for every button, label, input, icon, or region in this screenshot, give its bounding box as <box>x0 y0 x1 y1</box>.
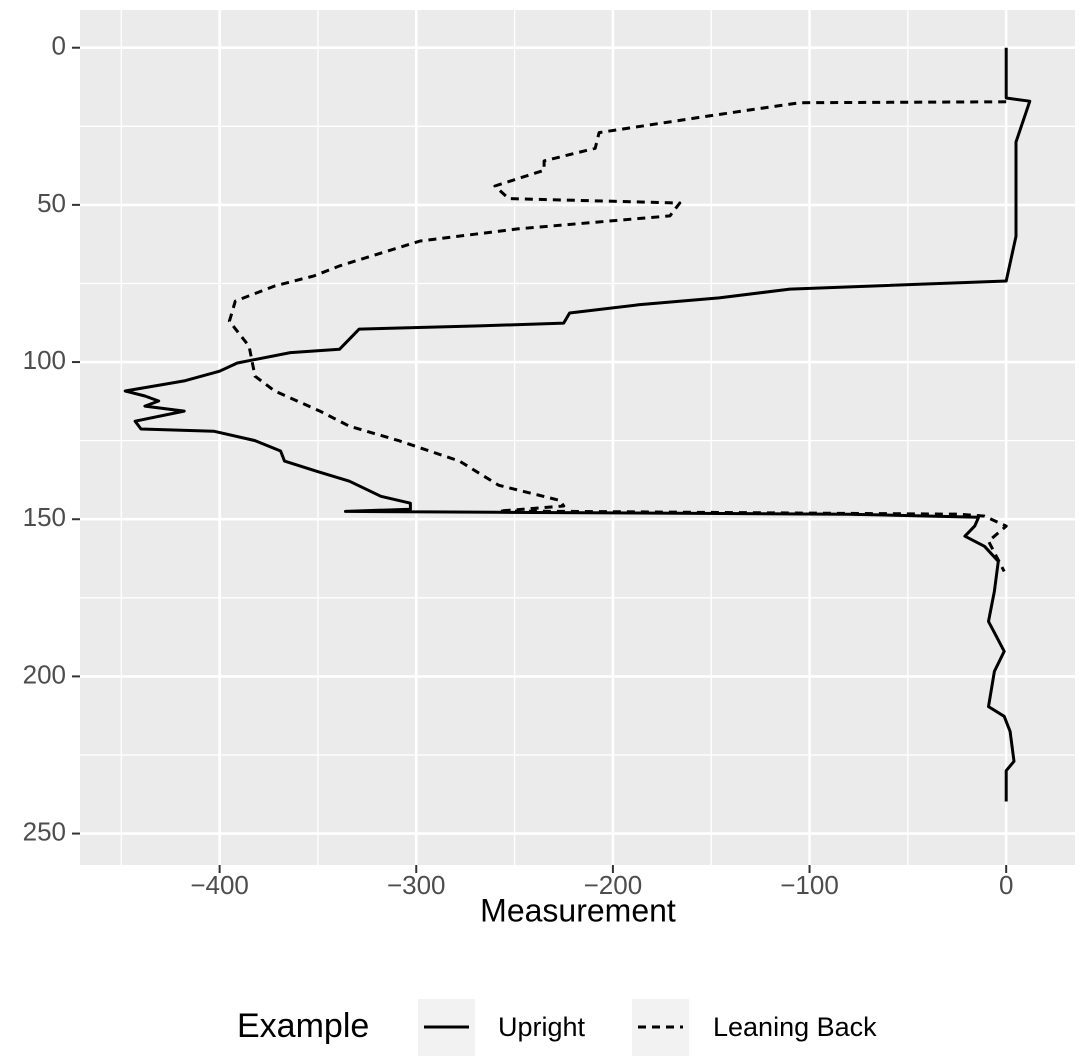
x-tick-label: −100 <box>780 870 839 900</box>
panel <box>80 10 1075 865</box>
y-tick-label: 50 <box>37 188 66 218</box>
x-tick-label: 0 <box>999 870 1013 900</box>
x-tick-label: −400 <box>190 870 249 900</box>
x-tick-label: −300 <box>387 870 446 900</box>
y-tick-label: 150 <box>23 502 66 532</box>
y-tick-label: 250 <box>23 816 66 846</box>
x-axis-title: Measurement <box>480 892 676 928</box>
y-tick-label: 0 <box>52 31 66 61</box>
legend-label: Upright <box>498 1012 586 1042</box>
series-line <box>123 47 1032 802</box>
legend-title: Example <box>237 1007 369 1045</box>
x-tick-label: −200 <box>584 870 643 900</box>
series-line <box>227 100 1008 573</box>
legend-label: Leaning Back <box>713 1012 877 1042</box>
y-tick-label: 100 <box>23 345 66 375</box>
y-tick-label: 200 <box>23 659 66 689</box>
